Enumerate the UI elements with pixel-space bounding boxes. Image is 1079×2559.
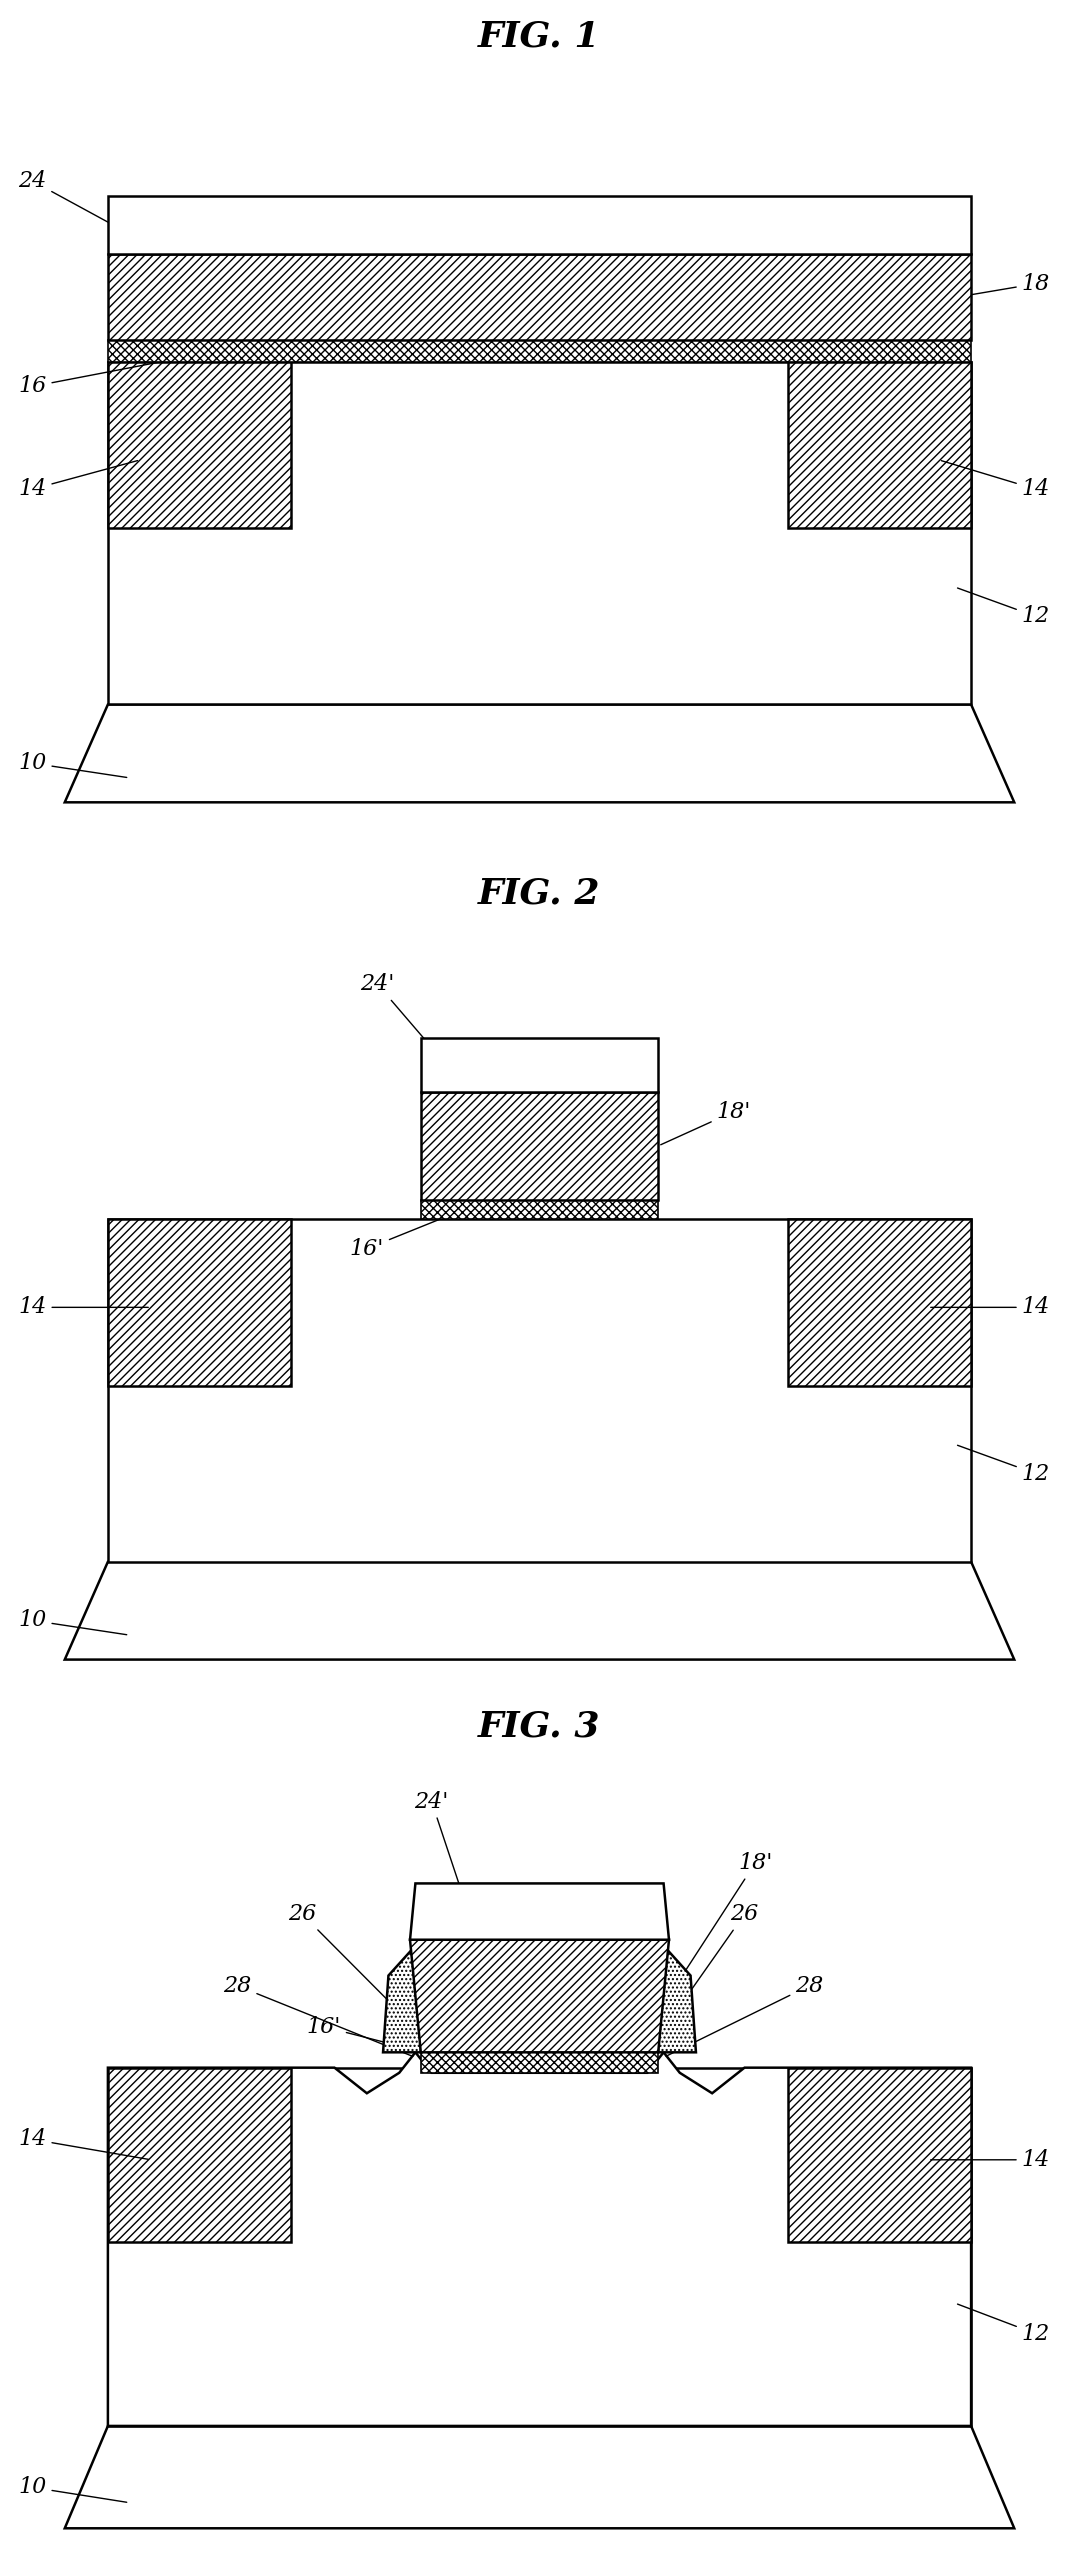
Bar bbox=[421, 1200, 658, 1218]
Bar bbox=[108, 253, 971, 340]
Polygon shape bbox=[108, 361, 971, 704]
Text: FIG. 3: FIG. 3 bbox=[478, 1709, 601, 1743]
Text: 16: 16 bbox=[18, 351, 213, 397]
Text: 24': 24' bbox=[414, 1791, 463, 1896]
Text: 18': 18' bbox=[670, 1853, 773, 1993]
Text: 14: 14 bbox=[18, 461, 138, 499]
Bar bbox=[108, 340, 971, 361]
Text: 12: 12 bbox=[957, 589, 1050, 627]
Bar bbox=[421, 2052, 658, 2073]
Text: 16': 16' bbox=[306, 2016, 462, 2063]
Polygon shape bbox=[383, 1940, 421, 2052]
Text: 24: 24 bbox=[18, 169, 138, 238]
Text: FIG. 2: FIG. 2 bbox=[478, 878, 601, 911]
Text: 10: 10 bbox=[18, 2477, 126, 2503]
Polygon shape bbox=[410, 1940, 669, 2052]
Text: 18': 18' bbox=[660, 1100, 751, 1144]
Polygon shape bbox=[658, 1940, 696, 2052]
Text: 14: 14 bbox=[18, 2129, 148, 2160]
Text: 14: 14 bbox=[18, 1297, 148, 1318]
Text: 14: 14 bbox=[931, 2150, 1050, 2170]
Text: 14: 14 bbox=[941, 461, 1050, 499]
Bar bbox=[788, 361, 971, 527]
Text: 28: 28 bbox=[666, 1976, 823, 2057]
Text: 10: 10 bbox=[18, 1610, 126, 1635]
Text: 16': 16' bbox=[350, 1210, 462, 1259]
Polygon shape bbox=[108, 1218, 971, 1561]
Text: 14: 14 bbox=[931, 1297, 1050, 1318]
Polygon shape bbox=[65, 1561, 1014, 1661]
Bar bbox=[108, 1218, 291, 1384]
Bar bbox=[421, 1039, 658, 1093]
Text: 18: 18 bbox=[958, 274, 1050, 297]
Bar bbox=[108, 194, 971, 253]
Text: 12: 12 bbox=[957, 1446, 1050, 1484]
Text: FIG. 1: FIG. 1 bbox=[478, 20, 601, 54]
Text: 24': 24' bbox=[360, 972, 451, 1070]
Bar bbox=[788, 1218, 971, 1384]
Polygon shape bbox=[108, 2068, 971, 2426]
PathPatch shape bbox=[108, 2052, 971, 2426]
Polygon shape bbox=[410, 1883, 669, 1940]
Polygon shape bbox=[65, 704, 1014, 804]
Text: 10: 10 bbox=[18, 752, 126, 778]
Text: 26: 26 bbox=[288, 1904, 392, 2004]
Bar bbox=[108, 2068, 291, 2242]
Bar bbox=[108, 361, 291, 527]
Bar bbox=[788, 2068, 971, 2242]
Text: 26: 26 bbox=[681, 1904, 759, 2004]
Bar bbox=[421, 1093, 658, 1200]
Text: 28: 28 bbox=[223, 1976, 413, 2057]
Text: 12: 12 bbox=[957, 2303, 1050, 2344]
Polygon shape bbox=[65, 2426, 1014, 2528]
